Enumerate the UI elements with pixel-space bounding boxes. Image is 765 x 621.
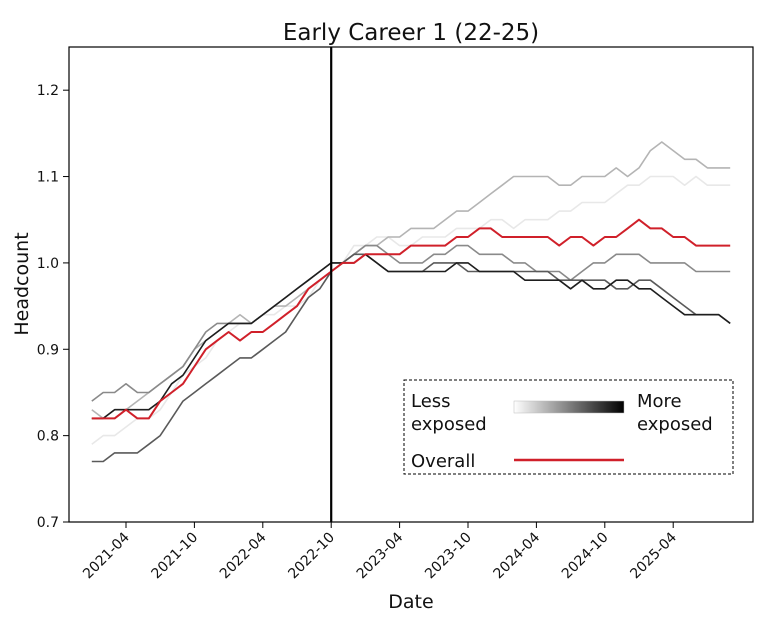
y-tick-label: 0.7 <box>37 515 59 531</box>
x-tick-label: 2025-04 <box>627 529 680 582</box>
y-tick-label: 0.9 <box>37 342 59 358</box>
y-tick-label: 0.8 <box>37 429 59 445</box>
x-tick-label: 2022-04 <box>217 529 270 582</box>
series-line-5 <box>91 253 731 420</box>
legend-gradient-bar <box>513 400 625 414</box>
legend-box <box>403 379 734 475</box>
legend-overall-label: Overall <box>411 451 475 472</box>
y-axis-label: Headcount <box>11 232 33 335</box>
series-line-3 <box>91 244 731 402</box>
series-line-2 <box>91 141 731 420</box>
x-tick-label: 2022-10 <box>285 530 338 583</box>
x-tick-label: 2021-10 <box>149 530 202 583</box>
y-tick-label: 1.1 <box>37 170 59 186</box>
x-tick-label: 2021-04 <box>80 529 133 582</box>
legend: Less exposed More exposed Overall <box>403 379 734 475</box>
x-axis-label: Date <box>388 591 433 613</box>
x-tick-label: 2024-04 <box>491 529 544 582</box>
y-axis: 0.7 0.8 0.9 1.0 1.1 1.2 <box>37 83 69 531</box>
x-tick-label: 2024-10 <box>559 530 612 583</box>
y-tick-label: 1.0 <box>37 256 59 272</box>
legend-more-label: More exposed <box>637 391 713 435</box>
series-layer <box>91 141 731 463</box>
x-tick-label: 2023-04 <box>354 529 407 582</box>
x-tick-label: 2023-10 <box>422 530 475 583</box>
series-line-overall <box>91 218 731 420</box>
y-tick-label: 1.2 <box>37 83 59 99</box>
plot-frame <box>68 46 754 523</box>
x-axis: 2021-04 2021-10 2022-04 2022-10 2023-04 2023-… <box>80 522 680 582</box>
legend-less-label: Less exposed <box>411 391 487 435</box>
chart-title: Early Career 1 (22-25) <box>283 20 539 46</box>
